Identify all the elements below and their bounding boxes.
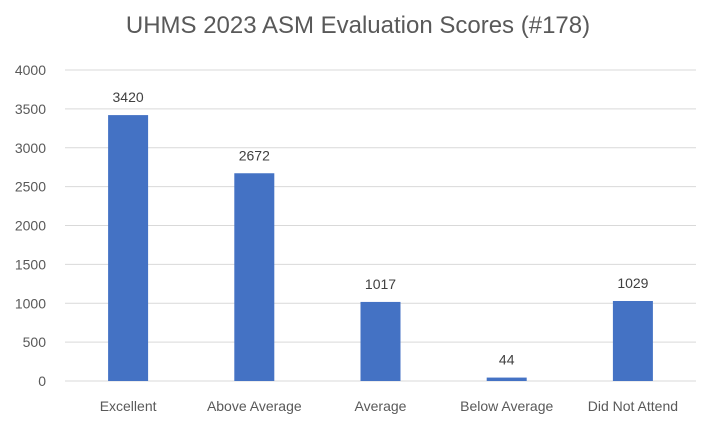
data-label: 44 bbox=[499, 352, 515, 368]
data-label: 2672 bbox=[239, 147, 270, 163]
x-tick-label: Excellent bbox=[100, 398, 157, 414]
y-tick-label: 1000 bbox=[15, 295, 46, 311]
x-tick-label: Average bbox=[355, 398, 407, 414]
bar bbox=[612, 300, 653, 381]
bar bbox=[234, 173, 275, 381]
y-tick-label: 2500 bbox=[15, 179, 46, 195]
x-tick-label: Above Average bbox=[207, 398, 302, 414]
y-tick-label: 3500 bbox=[15, 101, 46, 117]
data-label: 1029 bbox=[617, 275, 648, 291]
bar bbox=[360, 301, 401, 381]
y-tick-label: 0 bbox=[38, 373, 46, 389]
data-label: 3420 bbox=[113, 89, 144, 105]
chart-title: UHMS 2023 ASM Evaluation Scores (#178) bbox=[125, 12, 591, 39]
y-tick-label: 2000 bbox=[15, 218, 46, 234]
bars bbox=[108, 115, 653, 381]
y-tick-label: 4000 bbox=[15, 62, 46, 78]
bar bbox=[486, 377, 527, 381]
labels: 0 500 1000 1500 2000 2500 3000 3500 4000 3420 Exce… bbox=[15, 62, 678, 414]
x-tick-label: Below Average bbox=[460, 398, 553, 414]
y-tick-label: 500 bbox=[23, 334, 47, 350]
y-tick-label: 3000 bbox=[15, 140, 46, 156]
bar bbox=[108, 115, 149, 381]
data-label: 1017 bbox=[365, 276, 396, 292]
y-tick-label: 1500 bbox=[15, 256, 46, 272]
x-tick-label: Did Not Attend bbox=[588, 398, 678, 414]
